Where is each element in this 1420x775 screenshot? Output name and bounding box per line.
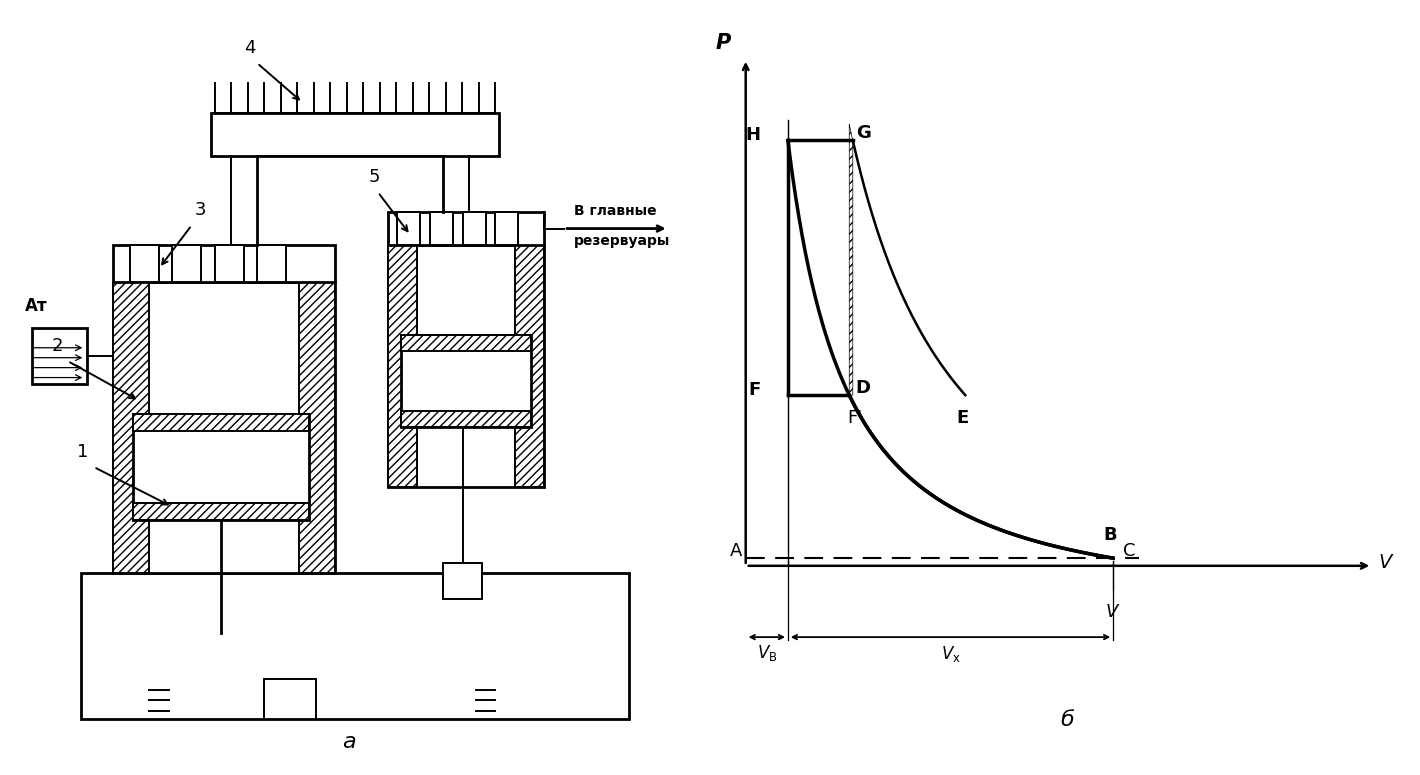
Text: V: V	[1379, 553, 1392, 573]
Bar	[114, 281, 335, 573]
Text: а: а	[342, 732, 355, 753]
Text: B: B	[1103, 526, 1116, 544]
Bar	[212, 112, 498, 156]
Text: P: P	[716, 33, 731, 53]
Bar	[114, 245, 335, 281]
Bar	[400, 335, 531, 351]
Bar	[496, 212, 518, 245]
Bar	[388, 245, 417, 487]
Text: G: G	[856, 124, 870, 142]
Bar	[398, 212, 420, 245]
Bar	[214, 245, 244, 281]
Text: D: D	[856, 379, 870, 397]
Bar	[31, 328, 87, 384]
Text: б: б	[1061, 710, 1074, 730]
Text: 2: 2	[51, 337, 62, 355]
Bar	[257, 245, 287, 281]
Bar	[172, 245, 202, 281]
Bar	[114, 281, 149, 573]
Bar	[388, 212, 544, 245]
Text: F': F'	[848, 409, 863, 427]
Bar	[133, 504, 310, 520]
Text: F: F	[748, 381, 761, 399]
Bar	[430, 212, 453, 245]
Bar	[443, 563, 483, 599]
Text: 3: 3	[195, 202, 206, 219]
Bar	[400, 411, 531, 427]
Bar	[129, 245, 159, 281]
Bar	[300, 281, 335, 573]
Text: E: E	[956, 409, 968, 427]
Text: C: C	[1123, 542, 1136, 560]
Text: $V_{\rm В}$: $V_{\rm В}$	[757, 642, 777, 663]
Text: A: A	[730, 542, 743, 560]
Text: 1: 1	[78, 443, 89, 461]
Text: 4: 4	[244, 39, 256, 57]
Bar	[463, 212, 486, 245]
Bar	[133, 414, 310, 520]
Bar	[81, 573, 629, 718]
Bar	[400, 335, 531, 427]
Bar	[515, 245, 544, 487]
Text: H: H	[746, 126, 761, 144]
Text: резервуары: резервуары	[574, 234, 670, 248]
Text: 5: 5	[368, 168, 379, 186]
Text: В главные: В главные	[574, 205, 656, 219]
Text: Ат: Ат	[26, 298, 48, 315]
Bar	[133, 414, 310, 431]
Text: $V_{\rm х}$: $V_{\rm х}$	[940, 644, 960, 664]
Text: $V$: $V$	[1105, 603, 1120, 621]
Bar	[388, 245, 544, 487]
